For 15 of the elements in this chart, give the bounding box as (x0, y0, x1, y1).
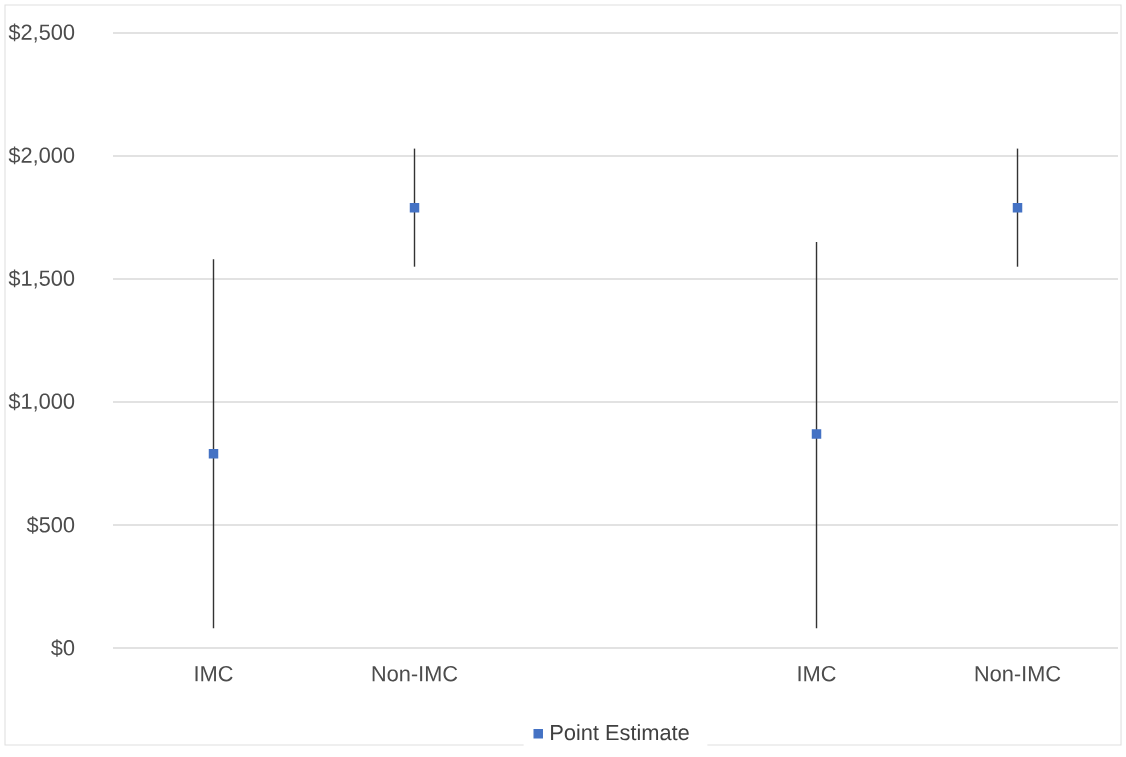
y-tick-label: $1,000 (8, 392, 75, 412)
y-tick-label: $1,500 (8, 269, 75, 289)
x-tick-label: IMC (195, 665, 233, 682)
y-tick-label: $2,500 (8, 23, 75, 43)
point (208, 448, 219, 459)
legend-label: Point Estimate (551, 724, 689, 741)
y-tick-label: $2,000 (8, 146, 75, 166)
x-tick-label: Non-IMC (372, 665, 458, 682)
x-tick-label: Non-IMC (975, 665, 1061, 682)
x-tick-label: IMC (798, 665, 836, 682)
point (409, 202, 420, 213)
point (1012, 202, 1023, 213)
y-tick-label: $0 (51, 639, 75, 657)
y-tick-label: $500 (26, 516, 75, 534)
point (811, 429, 822, 439)
